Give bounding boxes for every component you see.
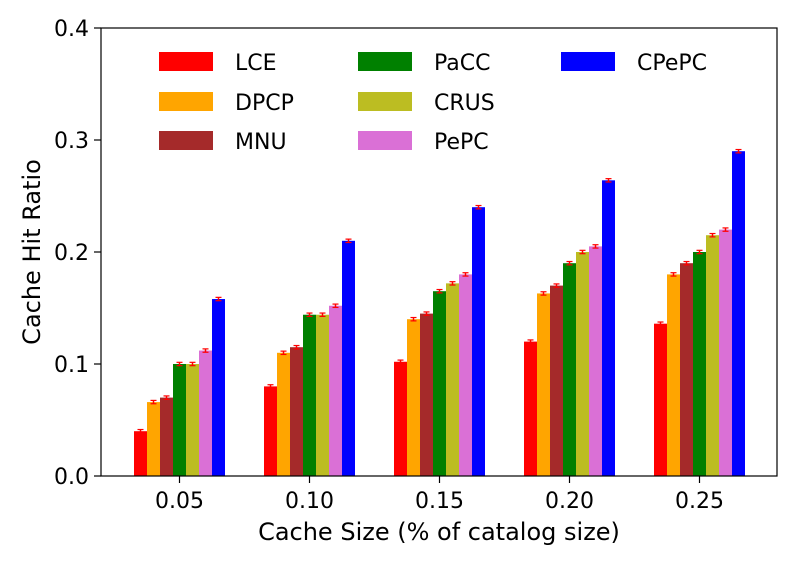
legend-label-mnu: MNU <box>235 130 287 155</box>
bar-pacc-0.05 <box>173 364 186 476</box>
legend-label-pepc: PePC <box>434 130 489 155</box>
y-tick-label-0-3: 0.3 <box>54 129 89 154</box>
legend-label-dpcp: DPCP <box>235 91 294 116</box>
bar-cpepc-0.10 <box>342 240 355 476</box>
y-tick-label-0-1: 0.1 <box>54 353 89 378</box>
bar-mnu-0.25 <box>680 263 693 476</box>
bar-crus-0.05 <box>186 364 199 476</box>
legend-label-pacc: PaCC <box>434 51 490 76</box>
y-tick-label-0-0: 0.0 <box>54 465 89 490</box>
bar-lce-0.05 <box>134 431 147 476</box>
bar-dpcp-0.10 <box>277 352 290 476</box>
legend-swatch-lce <box>159 52 213 71</box>
legend: LCE DPCP MNU PaCC CRUS PePC CPePC <box>159 51 707 155</box>
bar-dpcp-0.20 <box>537 293 550 476</box>
legend-label-crus: CRUS <box>434 91 495 116</box>
bar-cpepc-0.15 <box>472 207 485 476</box>
y-tick-label-0-4: 0.4 <box>54 17 89 42</box>
x-axis-title: Cache Size (% of catalog size) <box>258 518 620 546</box>
axes-layer: 0.0 0.1 0.2 0.3 0.4 0.05 0.10 0.15 0.20 0.25 <box>54 17 778 514</box>
bar-crus-0.10 <box>316 314 329 476</box>
bar-pepc-0.05 <box>199 350 212 476</box>
bar-pepc-0.10 <box>329 305 342 476</box>
bars-layer <box>134 148 745 476</box>
x-tick-label-0-15: 0.15 <box>415 489 464 514</box>
y-axis-title: Cache Hit Ratio <box>18 159 46 345</box>
x-tick-label-0-20: 0.20 <box>545 489 594 514</box>
legend-label-lce: LCE <box>235 51 277 76</box>
legend-swatch-pepc <box>358 131 412 150</box>
bar-crus-0.20 <box>576 252 589 476</box>
bar-dpcp-0.25 <box>667 274 680 476</box>
bar-dpcp-0.05 <box>147 402 160 476</box>
legend-swatch-cpepc <box>561 52 615 71</box>
bar-pepc-0.15 <box>459 274 472 476</box>
legend-swatch-mnu <box>159 131 213 150</box>
bar-pepc-0.20 <box>589 246 602 476</box>
legend-label-cpepc: CPePC <box>637 51 707 76</box>
bar-mnu-0.05 <box>160 397 173 476</box>
bar-crus-0.15 <box>446 283 459 476</box>
bar-pacc-0.20 <box>563 263 576 476</box>
bar-lce-0.20 <box>524 341 537 476</box>
y-tick-label-0-2: 0.2 <box>54 241 89 266</box>
bar-mnu-0.20 <box>550 285 563 476</box>
x-tick-label-0-10: 0.10 <box>285 489 334 514</box>
x-tick-label-0-05: 0.05 <box>155 489 204 514</box>
legend-swatch-crus <box>358 92 412 111</box>
bar-crus-0.25 <box>706 235 719 476</box>
x-tick-label-0-25: 0.25 <box>675 489 724 514</box>
bar-pacc-0.15 <box>433 291 446 476</box>
bar-mnu-0.15 <box>420 313 433 476</box>
bar-cpepc-0.25 <box>732 151 745 476</box>
bar-mnu-0.10 <box>290 347 303 476</box>
bar-cpepc-0.20 <box>602 180 615 476</box>
bar-lce-0.25 <box>654 323 667 476</box>
bar-lce-0.15 <box>394 361 407 476</box>
bar-cpepc-0.05 <box>212 299 225 476</box>
legend-swatch-pacc <box>358 52 412 71</box>
bar-pacc-0.10 <box>303 314 316 476</box>
bar-pepc-0.25 <box>719 229 732 476</box>
bar-dpcp-0.15 <box>407 319 420 476</box>
bar-lce-0.10 <box>264 386 277 476</box>
bar-pacc-0.25 <box>693 252 706 476</box>
legend-swatch-dpcp <box>159 92 213 111</box>
